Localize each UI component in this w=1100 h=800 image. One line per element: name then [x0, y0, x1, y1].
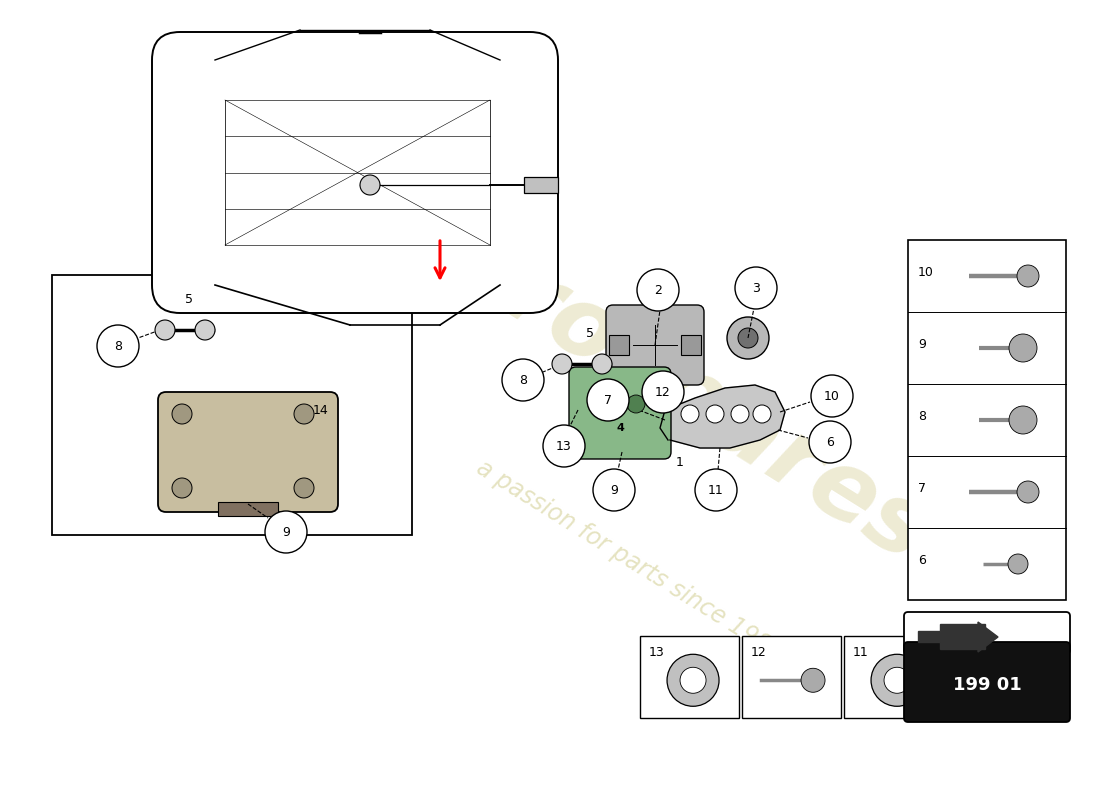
Circle shape — [667, 654, 719, 706]
Circle shape — [1018, 265, 1040, 287]
Polygon shape — [918, 624, 984, 649]
Circle shape — [637, 269, 679, 311]
Circle shape — [680, 667, 706, 694]
Circle shape — [294, 404, 313, 424]
Circle shape — [155, 320, 175, 340]
Circle shape — [754, 405, 771, 423]
Text: 7: 7 — [604, 394, 612, 406]
Bar — [609, 335, 629, 355]
FancyBboxPatch shape — [904, 612, 1070, 654]
Circle shape — [592, 354, 612, 374]
Bar — [640, 636, 739, 718]
Text: 14: 14 — [314, 403, 329, 417]
Text: 8: 8 — [918, 410, 926, 423]
Circle shape — [97, 325, 139, 367]
Text: 6: 6 — [826, 435, 834, 449]
FancyBboxPatch shape — [569, 367, 671, 459]
Text: 9: 9 — [918, 338, 926, 351]
Text: 12: 12 — [751, 646, 767, 659]
Text: 7: 7 — [918, 482, 926, 495]
Circle shape — [1018, 481, 1040, 503]
Text: 9: 9 — [282, 526, 290, 538]
Text: 2: 2 — [654, 283, 662, 297]
Text: 199 01: 199 01 — [953, 676, 1022, 694]
Bar — [844, 636, 943, 718]
FancyBboxPatch shape — [158, 392, 338, 512]
Circle shape — [172, 404, 192, 424]
Circle shape — [294, 478, 313, 498]
Text: 13: 13 — [649, 646, 664, 659]
Circle shape — [265, 511, 307, 553]
Circle shape — [360, 175, 379, 195]
Text: eurospares: eurospares — [374, 178, 946, 582]
Circle shape — [871, 654, 923, 706]
Text: 12: 12 — [656, 386, 671, 398]
Text: 3: 3 — [752, 282, 760, 294]
Circle shape — [627, 395, 645, 413]
Bar — [524, 177, 558, 193]
Text: 11: 11 — [852, 646, 869, 659]
Circle shape — [552, 354, 572, 374]
Circle shape — [642, 371, 684, 413]
Text: 5: 5 — [586, 327, 594, 340]
Circle shape — [811, 375, 852, 417]
Circle shape — [732, 405, 749, 423]
FancyBboxPatch shape — [152, 32, 558, 313]
Circle shape — [593, 469, 635, 511]
Polygon shape — [978, 622, 998, 652]
Text: 8: 8 — [114, 339, 122, 353]
Text: a passion for parts since 1985: a passion for parts since 1985 — [472, 455, 788, 665]
Circle shape — [172, 478, 192, 498]
Bar — [681, 335, 701, 355]
Text: 9: 9 — [610, 483, 618, 497]
Circle shape — [195, 320, 214, 340]
Circle shape — [502, 359, 544, 401]
Bar — [52, 275, 412, 535]
Circle shape — [808, 421, 851, 463]
Circle shape — [727, 317, 769, 359]
Text: 1: 1 — [676, 455, 684, 469]
Text: 4: 4 — [616, 423, 624, 433]
FancyBboxPatch shape — [606, 305, 704, 385]
Circle shape — [681, 405, 698, 423]
Bar — [908, 240, 1066, 600]
Circle shape — [735, 267, 777, 309]
Text: 10: 10 — [918, 266, 934, 279]
Circle shape — [1009, 406, 1037, 434]
Text: 5: 5 — [185, 293, 192, 306]
Circle shape — [1009, 334, 1037, 362]
Circle shape — [884, 667, 910, 694]
Circle shape — [695, 469, 737, 511]
Text: 8: 8 — [519, 374, 527, 386]
Circle shape — [587, 379, 629, 421]
Circle shape — [1008, 554, 1028, 574]
Circle shape — [595, 395, 613, 413]
Circle shape — [801, 668, 825, 692]
Text: 10: 10 — [824, 390, 840, 402]
Text: 11: 11 — [708, 483, 724, 497]
Circle shape — [706, 405, 724, 423]
Bar — [218, 502, 278, 516]
FancyBboxPatch shape — [904, 642, 1070, 722]
Text: 6: 6 — [918, 554, 926, 567]
Text: 13: 13 — [557, 439, 572, 453]
Polygon shape — [660, 385, 785, 448]
Bar — [742, 636, 840, 718]
Circle shape — [738, 328, 758, 348]
Circle shape — [543, 425, 585, 467]
